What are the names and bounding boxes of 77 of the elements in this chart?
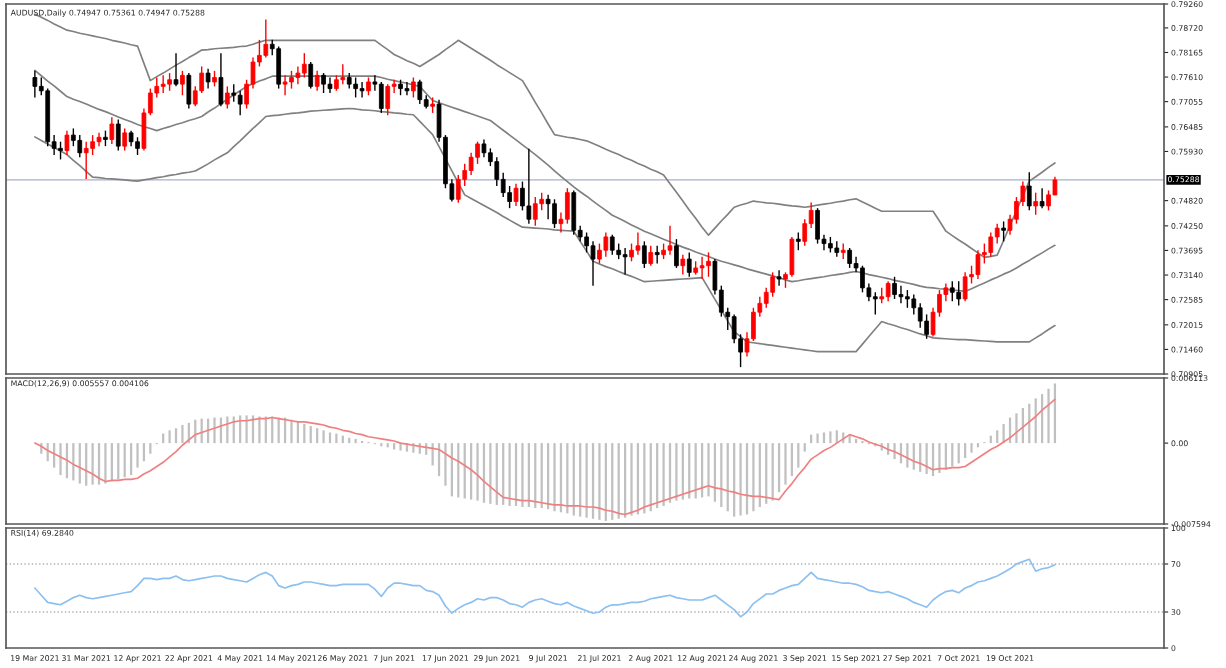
candlestick (417, 79, 423, 105)
candlestick (308, 61, 314, 90)
candlestick (622, 247, 628, 276)
candlestick (327, 76, 333, 94)
line-series (34, 398, 1056, 516)
candlestick (513, 183, 519, 207)
candlestick (526, 148, 532, 225)
candlestick (571, 189, 577, 236)
candlestick (648, 245, 654, 267)
candlestick (994, 222, 1000, 245)
candlestick (494, 156, 500, 187)
candlestick (378, 81, 384, 114)
candlestick (160, 74, 166, 94)
candlestick (872, 291, 878, 316)
candlestick (635, 231, 641, 256)
candlestick (115, 118, 121, 152)
candlestick (186, 72, 192, 110)
candlestick (565, 187, 570, 225)
candlestick (706, 251, 711, 278)
candlestick (237, 90, 243, 116)
candlestick (321, 72, 326, 94)
candlestick (282, 74, 288, 96)
candlestick (776, 269, 782, 287)
candlestick (314, 70, 320, 92)
candlestick (218, 52, 224, 107)
candlestick (674, 238, 679, 269)
candlestick (173, 52, 179, 88)
candlestick (1001, 220, 1006, 243)
candlestick (32, 70, 38, 99)
candlestick (205, 67, 211, 90)
candlestick (590, 240, 596, 287)
candlestick (301, 52, 307, 79)
candlestick (532, 196, 538, 227)
candlestick (898, 284, 904, 305)
candlestick (122, 127, 128, 152)
candlestick (385, 83, 391, 116)
candlestick (545, 194, 551, 220)
candlestick (911, 293, 917, 316)
candlestick (962, 271, 968, 302)
candlestick (263, 18, 269, 59)
candlestick (1033, 191, 1039, 216)
candlestick (988, 231, 994, 258)
candlestick (353, 76, 358, 99)
candlestick (224, 85, 230, 110)
candlestick (180, 70, 185, 96)
candlestick (609, 234, 615, 256)
candlestick (411, 76, 416, 99)
candlestick (77, 134, 83, 158)
candlestick (552, 198, 557, 229)
candlestick (83, 141, 89, 180)
line-series (34, 107, 1056, 353)
candlestick (847, 247, 852, 269)
candlestick (956, 280, 962, 307)
candlestick (834, 240, 840, 258)
candlestick (815, 207, 820, 245)
candlestick (404, 81, 410, 96)
candlestick (1039, 187, 1045, 209)
candlestick (892, 276, 897, 300)
candlestick (680, 253, 686, 276)
candlestick (949, 280, 955, 302)
candlestick (109, 116, 115, 145)
candlestick (885, 280, 891, 302)
candlestick (860, 265, 865, 293)
candlestick (359, 81, 365, 99)
candlestick (699, 256, 705, 280)
candlestick (686, 251, 692, 278)
candlestick (975, 249, 981, 280)
candlestick (642, 240, 647, 269)
candlestick (64, 129, 70, 156)
candlestick (667, 225, 673, 256)
candlestick (295, 65, 301, 85)
candlestick (276, 45, 281, 90)
candlestick (340, 63, 346, 85)
candlestick (654, 245, 660, 265)
line-series (34, 558, 1056, 618)
candlestick (603, 231, 609, 258)
candlestick (1026, 171, 1032, 212)
